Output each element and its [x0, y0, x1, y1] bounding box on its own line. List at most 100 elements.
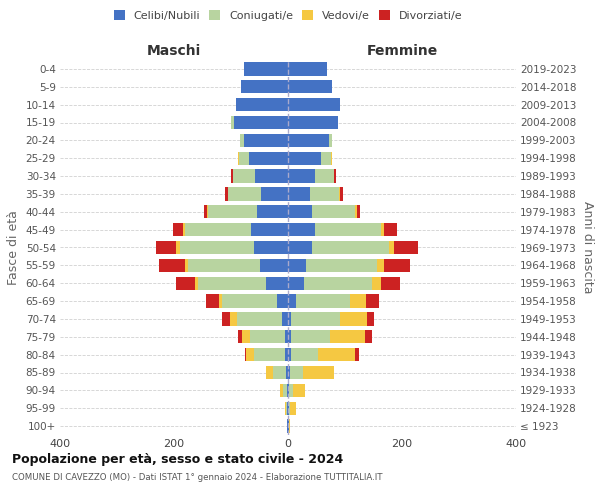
Bar: [289, 402, 290, 415]
Bar: [367, 312, 374, 326]
Bar: [288, 258, 306, 272]
Bar: [283, 384, 287, 397]
Bar: [329, 330, 365, 344]
Bar: [288, 402, 289, 415]
Bar: [350, 294, 366, 308]
Text: Maschi: Maschi: [147, 44, 201, 58]
Bar: [198, 276, 266, 290]
Bar: [355, 205, 357, 218]
Bar: [288, 205, 312, 218]
Bar: [340, 187, 343, 200]
Bar: [366, 294, 379, 308]
Bar: [260, 187, 288, 200]
Y-axis label: Fasce di età: Fasce di età: [7, 210, 20, 285]
Bar: [288, 366, 290, 379]
Bar: [183, 223, 185, 236]
Bar: [176, 276, 194, 290]
Bar: [260, 258, 288, 272]
Bar: [245, 348, 246, 362]
Bar: [236, 312, 283, 326]
Bar: [208, 205, 257, 218]
Bar: [292, 312, 340, 326]
Bar: [296, 294, 350, 308]
Bar: [288, 241, 312, 254]
Bar: [288, 187, 310, 200]
Bar: [288, 223, 316, 236]
Bar: [250, 330, 284, 344]
Bar: [236, 98, 288, 112]
Bar: [180, 241, 254, 254]
Bar: [249, 152, 288, 165]
Bar: [188, 258, 260, 272]
Bar: [385, 258, 410, 272]
Bar: [286, 366, 288, 379]
Bar: [254, 241, 288, 254]
Bar: [288, 276, 304, 290]
Bar: [290, 366, 303, 379]
Bar: [207, 205, 208, 218]
Bar: [231, 170, 233, 183]
Bar: [206, 294, 219, 308]
Bar: [288, 312, 292, 326]
Bar: [288, 80, 332, 94]
Bar: [233, 170, 255, 183]
Bar: [394, 241, 418, 254]
Bar: [203, 205, 207, 218]
Bar: [288, 170, 316, 183]
Bar: [241, 80, 288, 94]
Bar: [373, 276, 382, 290]
Bar: [291, 348, 318, 362]
Bar: [316, 170, 334, 183]
Bar: [288, 116, 338, 129]
Bar: [303, 366, 334, 379]
Bar: [329, 134, 332, 147]
Legend: Celibi/Nubili, Coniugati/e, Vedovi/e, Divorziati/e: Celibi/Nubili, Coniugati/e, Vedovi/e, Di…: [112, 8, 464, 24]
Bar: [291, 330, 329, 344]
Bar: [231, 116, 234, 129]
Bar: [251, 223, 288, 236]
Bar: [331, 152, 332, 165]
Y-axis label: Anni di nascita: Anni di nascita: [581, 201, 593, 294]
Bar: [223, 294, 277, 308]
Bar: [280, 384, 283, 397]
Bar: [234, 116, 288, 129]
Bar: [246, 348, 254, 362]
Bar: [285, 348, 288, 362]
Bar: [257, 205, 288, 218]
Bar: [288, 62, 327, 76]
Bar: [194, 276, 198, 290]
Bar: [157, 241, 176, 254]
Bar: [226, 187, 227, 200]
Text: COMUNE DI CAVEZZO (MO) - Dati ISTAT 1° gennaio 2024 - Elaborazione TUTTITALIA.IT: COMUNE DI CAVEZZO (MO) - Dati ISTAT 1° g…: [12, 472, 383, 482]
Bar: [284, 330, 288, 344]
Bar: [382, 276, 400, 290]
Bar: [312, 241, 389, 254]
Bar: [389, 241, 394, 254]
Bar: [377, 258, 385, 272]
Bar: [185, 223, 251, 236]
Bar: [266, 366, 273, 379]
Bar: [277, 294, 288, 308]
Bar: [287, 420, 288, 433]
Bar: [287, 402, 288, 415]
Bar: [316, 223, 381, 236]
Bar: [287, 384, 288, 397]
Bar: [159, 258, 185, 272]
Bar: [238, 330, 242, 344]
Bar: [381, 223, 385, 236]
Bar: [304, 276, 373, 290]
Text: Femmine: Femmine: [367, 44, 437, 58]
Bar: [227, 187, 260, 200]
Bar: [288, 98, 340, 112]
Bar: [310, 187, 340, 200]
Bar: [185, 258, 188, 272]
Bar: [318, 348, 355, 362]
Bar: [289, 384, 293, 397]
Bar: [286, 402, 287, 415]
Bar: [288, 152, 321, 165]
Bar: [219, 294, 223, 308]
Bar: [238, 152, 239, 165]
Bar: [288, 134, 329, 147]
Bar: [293, 384, 305, 397]
Bar: [312, 205, 355, 218]
